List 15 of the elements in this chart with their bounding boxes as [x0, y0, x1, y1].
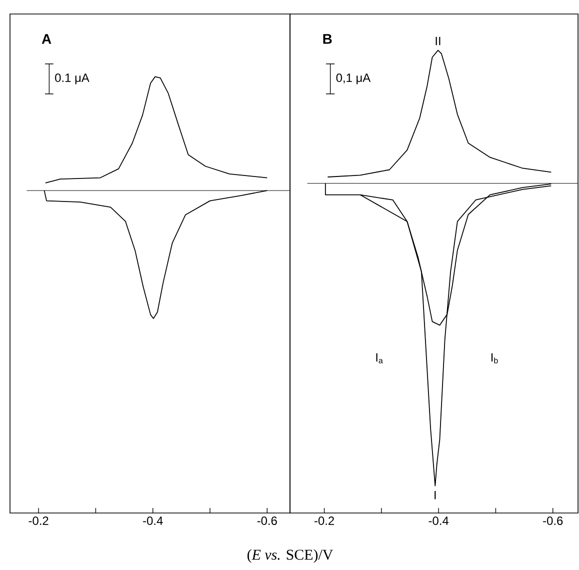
annotation: I$_{b}$ [491, 353, 498, 364]
annotation: II [436, 36, 440, 46]
text: A [42, 34, 52, 44]
text: B [323, 34, 332, 44]
x-tick-label: -0.4 [428, 516, 449, 525]
x-tick-label: -0.2 [28, 516, 48, 525]
annotation: I [434, 490, 436, 500]
x-tick-label: -0.4 [143, 516, 163, 525]
x-tick-label: -0.6 [543, 516, 563, 525]
x-tick-label: -0.2 [314, 516, 334, 525]
annotation: I$_{a}$ [376, 353, 383, 364]
annotation: 0,1 μA [336, 74, 371, 84]
x-tick-label: -0.6 [257, 516, 277, 525]
x-axis-title: (E vs. SCE)/V [247, 549, 334, 563]
annotation: 0.1 μA [55, 74, 90, 84]
